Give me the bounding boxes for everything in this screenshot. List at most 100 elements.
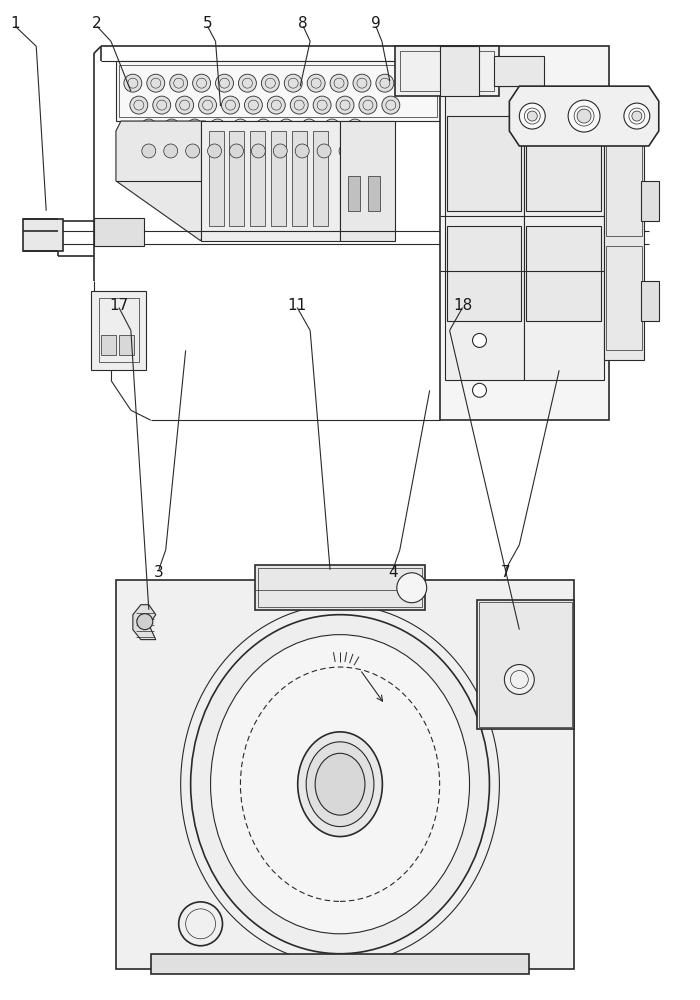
Circle shape bbox=[284, 74, 302, 92]
Bar bbox=[119, 335, 134, 355]
Bar bbox=[150, 954, 529, 974]
Circle shape bbox=[519, 103, 545, 129]
Circle shape bbox=[307, 74, 325, 92]
Bar bbox=[604, 121, 644, 360]
Bar bbox=[99, 298, 139, 362]
Circle shape bbox=[279, 119, 294, 135]
Bar bbox=[440, 46, 480, 96]
Bar bbox=[524, 86, 604, 380]
Circle shape bbox=[169, 74, 188, 92]
Bar bbox=[91, 291, 146, 370]
Bar bbox=[444, 86, 524, 380]
Bar bbox=[209, 131, 223, 226]
Bar bbox=[201, 121, 340, 241]
Bar bbox=[494, 56, 544, 86]
Bar bbox=[526, 226, 601, 320]
Text: 11: 11 bbox=[288, 298, 307, 313]
Bar bbox=[395, 46, 499, 96]
Polygon shape bbox=[513, 625, 538, 660]
Text: 4: 4 bbox=[388, 565, 398, 580]
Circle shape bbox=[301, 119, 317, 135]
Circle shape bbox=[353, 74, 371, 92]
Circle shape bbox=[208, 144, 221, 158]
Bar bbox=[606, 131, 642, 236]
Bar bbox=[258, 568, 421, 607]
Circle shape bbox=[347, 119, 363, 135]
Bar bbox=[292, 131, 307, 226]
Circle shape bbox=[324, 119, 340, 135]
Circle shape bbox=[273, 144, 287, 158]
Circle shape bbox=[186, 144, 199, 158]
Circle shape bbox=[141, 119, 157, 135]
Circle shape bbox=[517, 634, 533, 650]
Text: 9: 9 bbox=[371, 16, 381, 31]
Bar bbox=[340, 121, 395, 241]
Bar bbox=[116, 580, 574, 969]
Bar bbox=[119, 65, 437, 117]
Ellipse shape bbox=[315, 753, 365, 815]
Ellipse shape bbox=[190, 615, 489, 954]
Polygon shape bbox=[510, 86, 659, 146]
Bar bbox=[480, 602, 572, 727]
Circle shape bbox=[267, 96, 286, 114]
Text: 1: 1 bbox=[10, 16, 20, 31]
Circle shape bbox=[261, 74, 279, 92]
Text: 3: 3 bbox=[154, 565, 164, 580]
Circle shape bbox=[124, 74, 142, 92]
Circle shape bbox=[230, 144, 244, 158]
Circle shape bbox=[232, 119, 248, 135]
Ellipse shape bbox=[211, 635, 470, 934]
Circle shape bbox=[382, 96, 400, 114]
Circle shape bbox=[251, 144, 265, 158]
Bar bbox=[23, 219, 63, 251]
Text: 8: 8 bbox=[298, 16, 308, 31]
Bar bbox=[272, 131, 286, 226]
Polygon shape bbox=[133, 605, 156, 640]
Circle shape bbox=[527, 111, 538, 121]
Circle shape bbox=[399, 74, 416, 92]
Bar bbox=[447, 226, 522, 320]
Circle shape bbox=[216, 74, 234, 92]
Text: 2: 2 bbox=[92, 16, 102, 31]
Circle shape bbox=[473, 333, 486, 347]
Polygon shape bbox=[116, 121, 206, 241]
Circle shape bbox=[568, 100, 600, 132]
Circle shape bbox=[199, 96, 216, 114]
Circle shape bbox=[577, 109, 591, 123]
Text: 7: 7 bbox=[500, 565, 510, 580]
Circle shape bbox=[244, 96, 262, 114]
Circle shape bbox=[178, 902, 223, 946]
Circle shape bbox=[313, 96, 331, 114]
Text: 18: 18 bbox=[453, 298, 473, 313]
Bar bbox=[116, 61, 440, 121]
Circle shape bbox=[193, 74, 211, 92]
Circle shape bbox=[376, 74, 394, 92]
Bar bbox=[230, 131, 244, 226]
Circle shape bbox=[130, 96, 148, 114]
Circle shape bbox=[256, 119, 272, 135]
Circle shape bbox=[221, 96, 239, 114]
Bar bbox=[400, 51, 494, 91]
Circle shape bbox=[473, 383, 486, 397]
Bar bbox=[256, 565, 425, 610]
Circle shape bbox=[153, 96, 171, 114]
Circle shape bbox=[505, 665, 534, 694]
Circle shape bbox=[187, 119, 202, 135]
Ellipse shape bbox=[306, 742, 374, 827]
Bar bbox=[526, 116, 601, 211]
Circle shape bbox=[330, 74, 348, 92]
Circle shape bbox=[397, 573, 427, 603]
Circle shape bbox=[295, 144, 309, 158]
Bar bbox=[251, 131, 265, 226]
Circle shape bbox=[336, 96, 354, 114]
Circle shape bbox=[632, 111, 642, 121]
Circle shape bbox=[239, 74, 256, 92]
Circle shape bbox=[624, 103, 650, 129]
Circle shape bbox=[209, 119, 225, 135]
Circle shape bbox=[164, 144, 178, 158]
Bar bbox=[348, 176, 360, 211]
Circle shape bbox=[359, 96, 377, 114]
Circle shape bbox=[176, 96, 194, 114]
Bar bbox=[101, 335, 116, 355]
Circle shape bbox=[339, 144, 353, 158]
